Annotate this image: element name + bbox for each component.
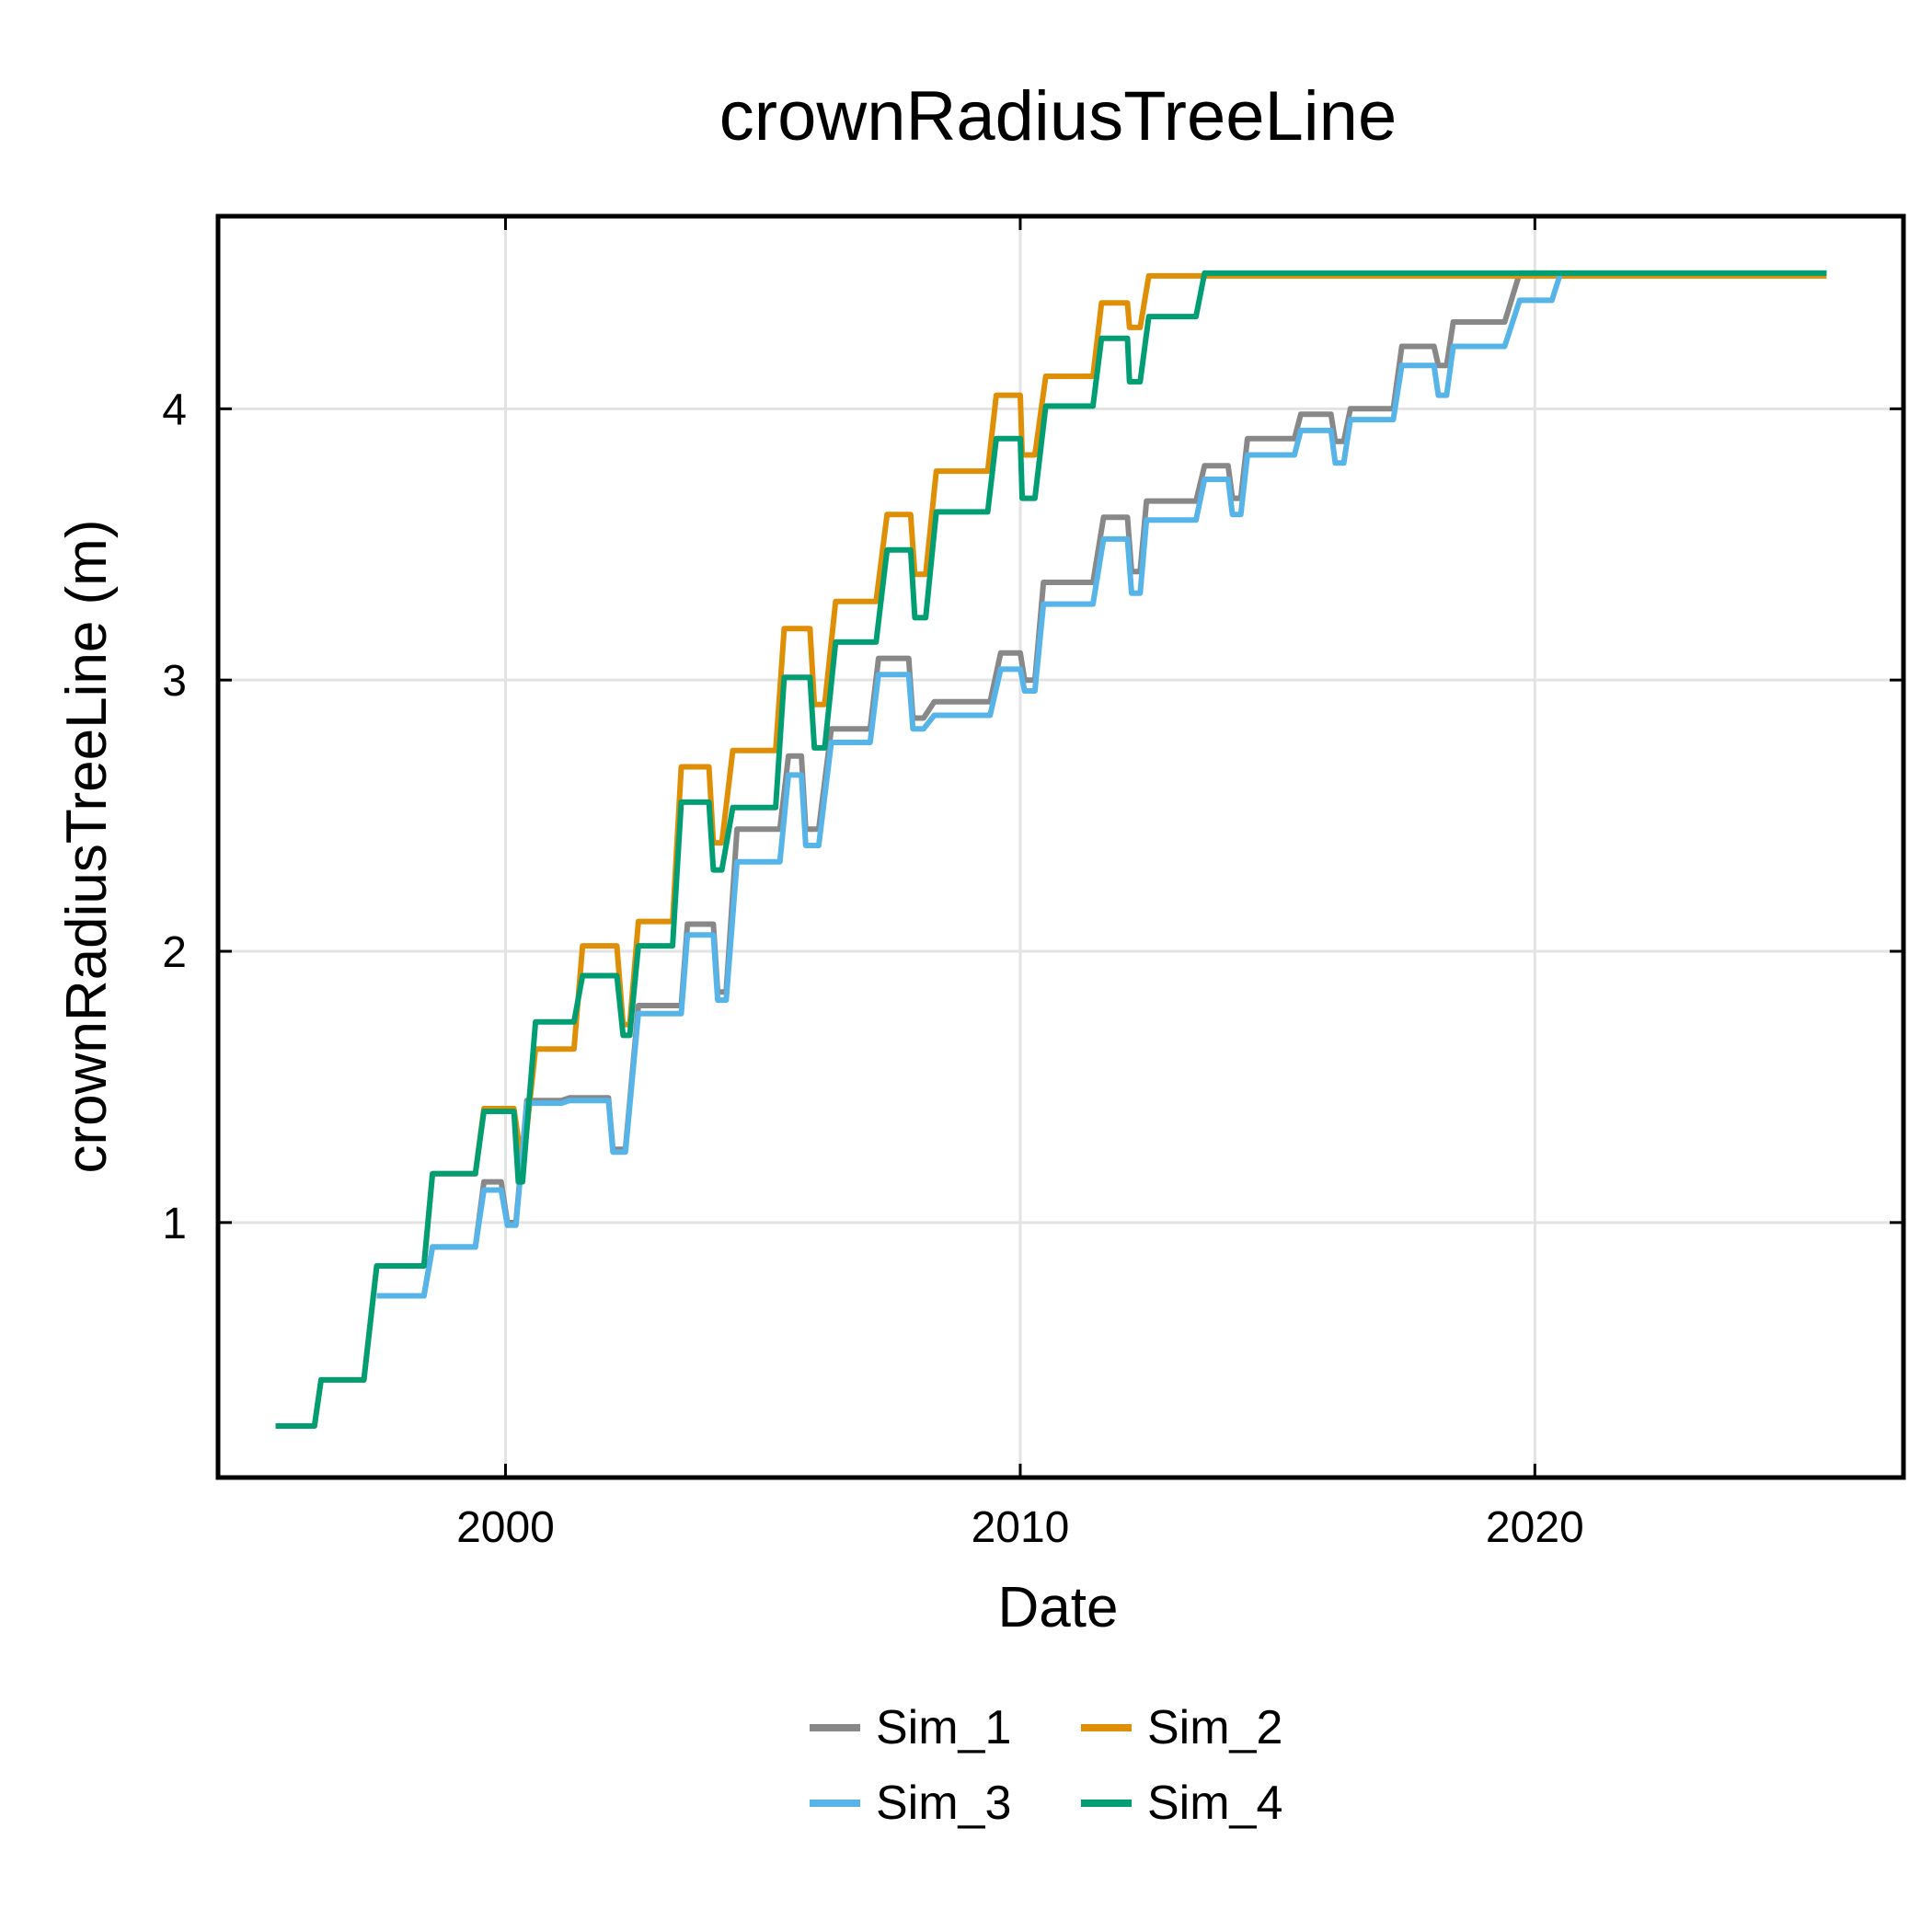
y-tick-label-4: 4 <box>162 385 187 434</box>
series-line-sim-3 <box>376 271 1564 1299</box>
y-tick-label-3: 3 <box>162 657 187 706</box>
legend-label-sim-2: Sim_2 <box>1147 1701 1282 1754</box>
series-line-sim-4 <box>275 270 1827 1429</box>
x-tick-label-2010: 2010 <box>972 1503 1070 1552</box>
legend-label-sim-3: Sim_3 <box>876 1777 1011 1830</box>
x-axis-label: Date <box>998 1576 1119 1639</box>
x-tick-label-2020: 2020 <box>1486 1503 1584 1552</box>
y-tick-label-1: 1 <box>162 1200 187 1248</box>
legend-label-sim-1: Sim_1 <box>876 1701 1011 1754</box>
y-axis-label: crownRadiusTreeLine (m) <box>55 520 119 1174</box>
legend-label-sim-4: Sim_4 <box>1147 1777 1282 1830</box>
series-line-sim-2 <box>275 272 1827 1429</box>
plot-frame <box>215 213 1906 1480</box>
series-line-sim-1 <box>376 270 1827 1299</box>
series-lines <box>275 270 1827 1429</box>
y-tick-label-2: 2 <box>162 928 187 977</box>
x-tick-label-2000: 2000 <box>456 1503 555 1552</box>
legend: Sim_1 Sim_2 Sim_3 Sim_4 <box>810 1701 1282 1830</box>
chart-title: crownRadiusTreeLine <box>719 77 1397 155</box>
